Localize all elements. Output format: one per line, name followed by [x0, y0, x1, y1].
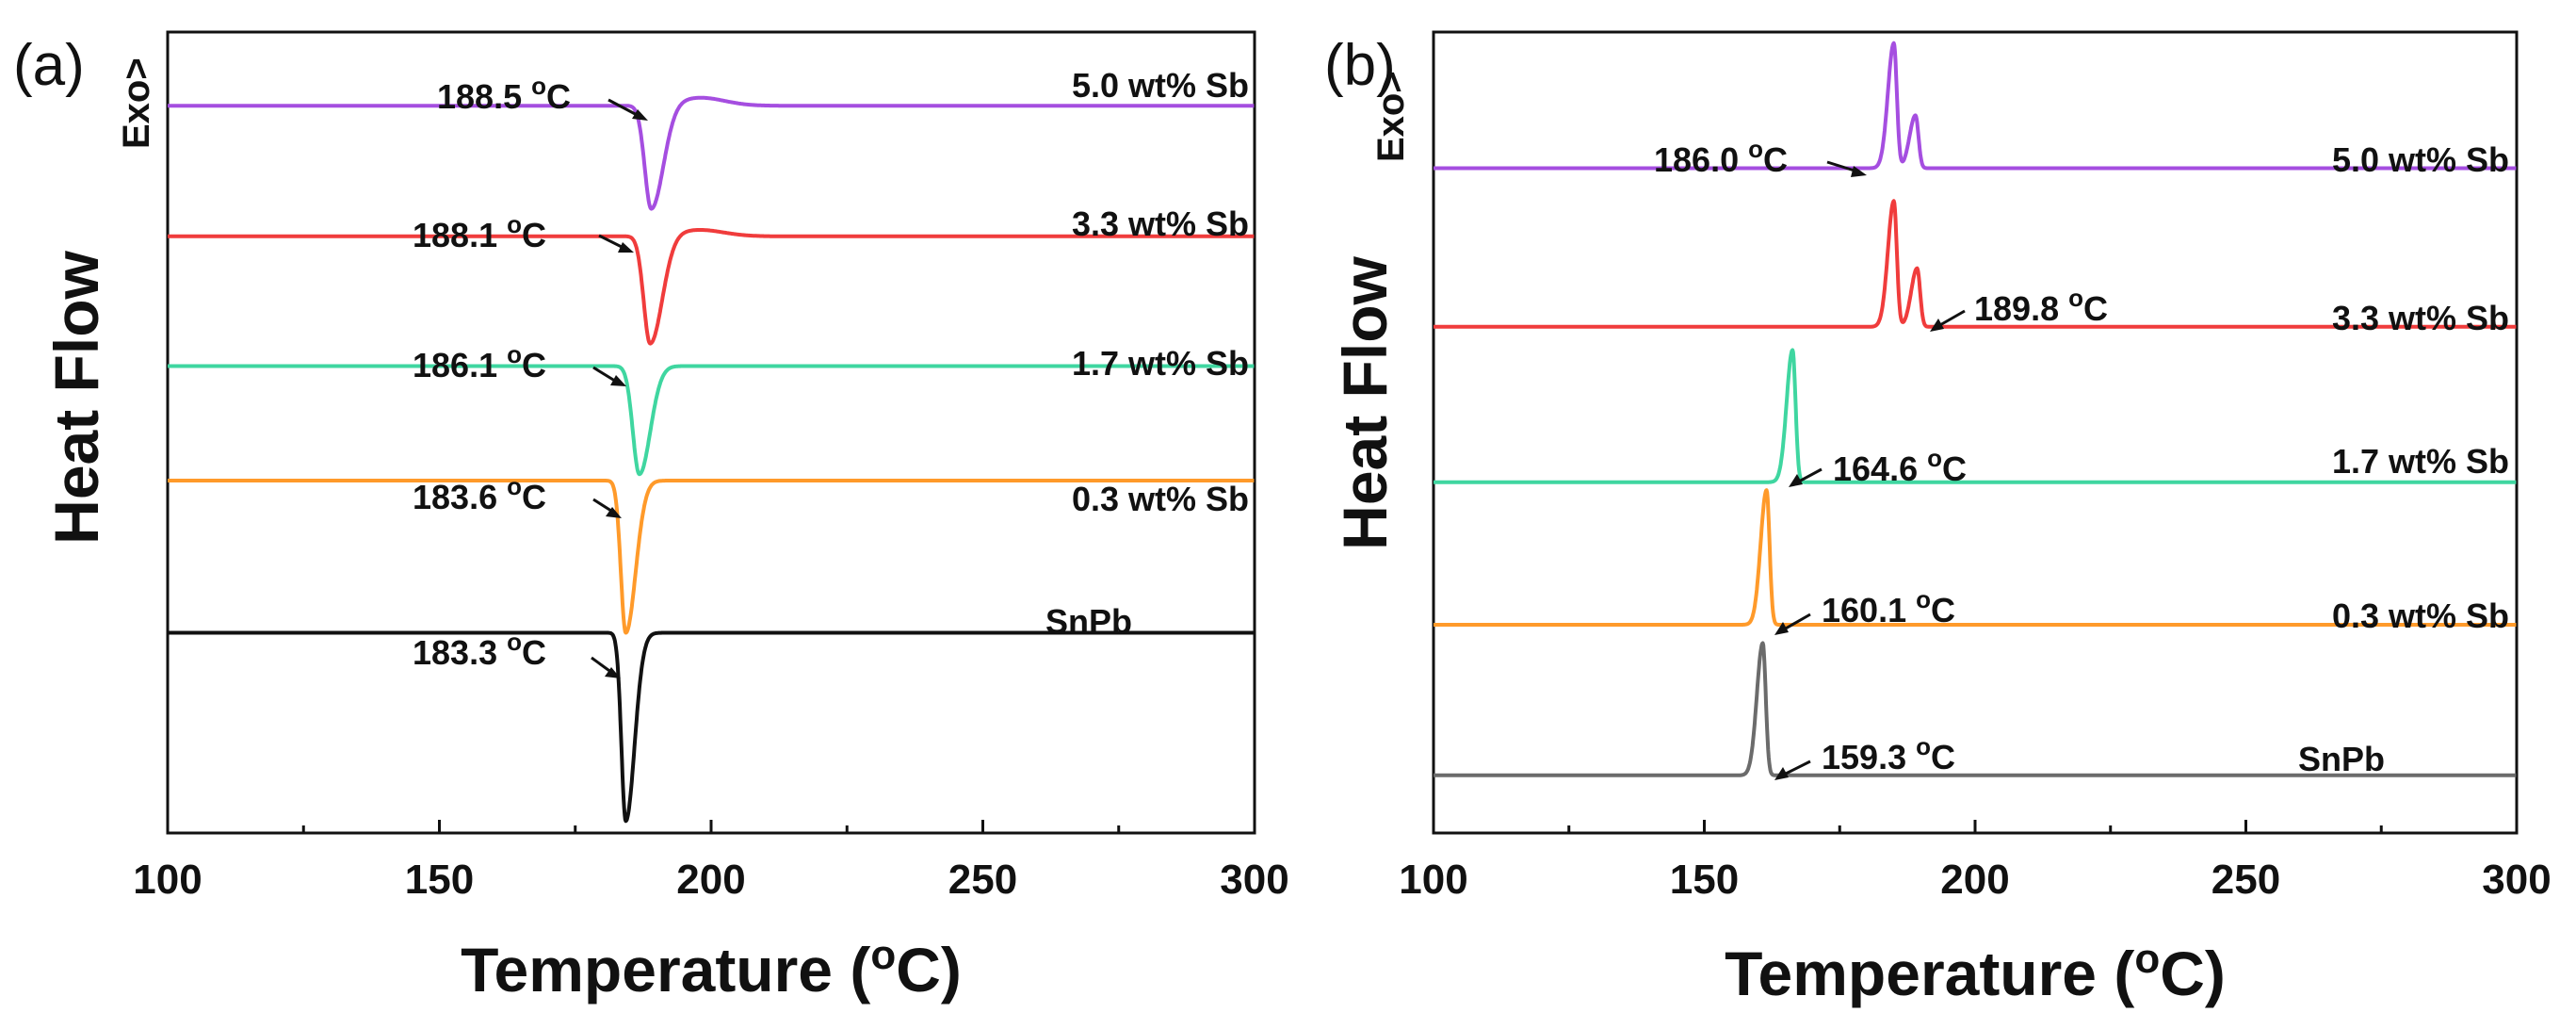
- panel-b-x-tick-label-300: 300: [2482, 857, 2551, 903]
- panel-a-ylabel: Heat Flow: [41, 250, 111, 544]
- panel-b-xlabel: Temperature (oC): [1725, 936, 2226, 1009]
- panel-a-series-label-5.0: 5.0 wt% Sb: [1072, 66, 1249, 105]
- panel-a-annotation-text-3.3: 188.1 oC: [413, 210, 546, 254]
- panel-b-annotation-text-0.3: 160.1 oC: [1822, 585, 1955, 629]
- panel-b-series-label-1.7: 1.7 wt% Sb: [2332, 442, 2509, 481]
- panel-b-ylabel: Heat Flow: [1330, 255, 1400, 549]
- panel-b-series-label-3.3: 3.3 wt% Sb: [2332, 299, 2509, 337]
- panel-a-annotation-arrow-snpb: [591, 656, 613, 675]
- panel-b-annotation-0.3: 160.1 oC: [1774, 585, 1955, 635]
- panel-b-annotation-5.0: 186.0 oC: [1654, 135, 1867, 179]
- panel-a-series-label-1.7: 1.7 wt% Sb: [1072, 344, 1249, 383]
- panel-b-annotation-arrowhead-0.3: [1774, 622, 1789, 635]
- panel-a-series-label-0.3: 0.3 wt% Sb: [1072, 480, 1249, 518]
- panel-a-series-label-3.3: 3.3 wt% Sb: [1072, 204, 1249, 243]
- panel-a-label: (a): [13, 33, 85, 98]
- panel-b-x-tick-label-250: 250: [2211, 857, 2280, 903]
- panel-a-x-tick-label-250: 250: [948, 857, 1017, 903]
- panel-b-annotation-3.3: 189.8 oC: [1930, 284, 2108, 332]
- panel-a-series-line-2: [166, 364, 1256, 477]
- panel-a-annotation-text-1.7: 186.1 oC: [413, 340, 546, 384]
- panel-a-x-tick-label-300: 300: [1220, 857, 1288, 903]
- panel-a-series-label-snpb: SnPb: [1045, 602, 1132, 641]
- panel-b-series-line-4: [1432, 641, 2518, 777]
- panel-a-series-line-3: [166, 479, 1256, 635]
- panel-b-annotation-arrow-3.3: [1937, 309, 1966, 328]
- panel-b-annotation-text-1.7: 164.6 oC: [1833, 444, 1967, 488]
- panel-a-x-axis: 100 150 200 250 300: [133, 820, 1289, 903]
- panel-a: (a) Exo> Heat Flow 100 150 200 250 300 Tempe…: [13, 30, 1289, 1005]
- panel-a-series-line-0: [166, 95, 1256, 211]
- panel-b-annotation-text-3.3: 189.8 oC: [1974, 284, 2108, 328]
- panel-a-series-line-1: [166, 228, 1256, 346]
- panel-b-x-tick-label-100: 100: [1399, 857, 1467, 903]
- panel-a-annotation-text-snpb: 183.3 oC: [413, 628, 546, 672]
- panel-a-xlabel: Temperature (oC): [461, 932, 962, 1005]
- panel-b-annotation-arrowhead-1.7: [1789, 474, 1803, 487]
- panel-b-annotation-arrowhead-3.3: [1930, 318, 1944, 332]
- panel-b-annotation-1.7: 164.6 oC: [1789, 444, 1967, 488]
- panel-b-annotation-arrow-5.0: [1826, 160, 1858, 173]
- panel-b-annotation-text-5.0: 186.0 oC: [1654, 135, 1788, 179]
- panel-b-exo-label: Exo>: [1370, 71, 1412, 162]
- panel-b-annotation-text-snpb: 159.3 oC: [1822, 732, 1955, 776]
- panel-a-annotation-arrowhead-3.3: [618, 242, 634, 253]
- panel-a-annotation-3.3: 188.1 oC: [413, 210, 634, 254]
- panel-b: (b) Exo> Heat Flow 100 150 200 250 300 Tempe…: [1324, 30, 2552, 1009]
- panel-b-x-tick-label-200: 200: [1940, 857, 2009, 903]
- panel-b-annotation-snpb: 159.3 oC: [1774, 732, 1955, 780]
- panel-b-annotation-arrowhead-snpb: [1774, 767, 1789, 780]
- panel-b-x-axis: 100 150 200 250 300: [1399, 820, 2552, 903]
- panel-a-series: [166, 95, 1256, 824]
- panel-a-annotation-text-0.3: 183.6 oC: [413, 472, 546, 516]
- panel-b-series-label-5.0: 5.0 wt% Sb: [2332, 140, 2509, 179]
- panel-b-annotation-arrow-0.3: [1783, 612, 1811, 631]
- panel-b-series-label-0.3: 0.3 wt% Sb: [2332, 596, 2509, 635]
- panel-a-annotation-5.0: 188.5 oC: [437, 72, 648, 121]
- panel-b-series-line-3: [1432, 488, 2518, 627]
- panel-a-annotation-arrowhead-1.7: [610, 375, 626, 386]
- panel-a-annotation-snpb: 183.3 oC: [413, 628, 621, 678]
- panel-b-annotation-arrow-snpb: [1783, 760, 1811, 776]
- panel-b-series-line-0: [1432, 41, 2518, 171]
- panel-a-x-tick-label-200: 200: [676, 857, 745, 903]
- panel-a-annotation-text-5.0: 188.5 oC: [437, 72, 571, 116]
- panel-b-annotation-arrow-1.7: [1796, 467, 1823, 484]
- panel-a-annotation-1.7: 186.1 oC: [413, 340, 626, 386]
- panel-b-series-label-snpb: SnPb: [2298, 740, 2385, 778]
- panel-a-annotation-arrowhead-snpb: [605, 667, 621, 678]
- panel-a-series-line-4: [166, 630, 1256, 824]
- panel-a-frame: [166, 30, 1256, 835]
- panel-a-x-tick-label-100: 100: [133, 857, 202, 903]
- panel-b-x-tick-label-150: 150: [1670, 857, 1739, 903]
- panel-a-annotation-arrowhead-0.3: [606, 507, 622, 518]
- panel-b-series: [1432, 41, 2518, 777]
- panel-a-exo-label: Exo>: [116, 57, 157, 149]
- panel-b-series-line-1: [1432, 199, 2518, 329]
- panel-b-annotation-arrowhead-5.0: [1851, 166, 1867, 177]
- panel-a-annotation-0.3: 183.6 oC: [413, 472, 622, 518]
- panel-a-annotation-arrowhead-5.0: [632, 109, 648, 121]
- panel-a-x-tick-label-150: 150: [405, 857, 474, 903]
- panel-b-series-line-2: [1432, 348, 2518, 484]
- panel-b-label: (b): [1324, 33, 1396, 98]
